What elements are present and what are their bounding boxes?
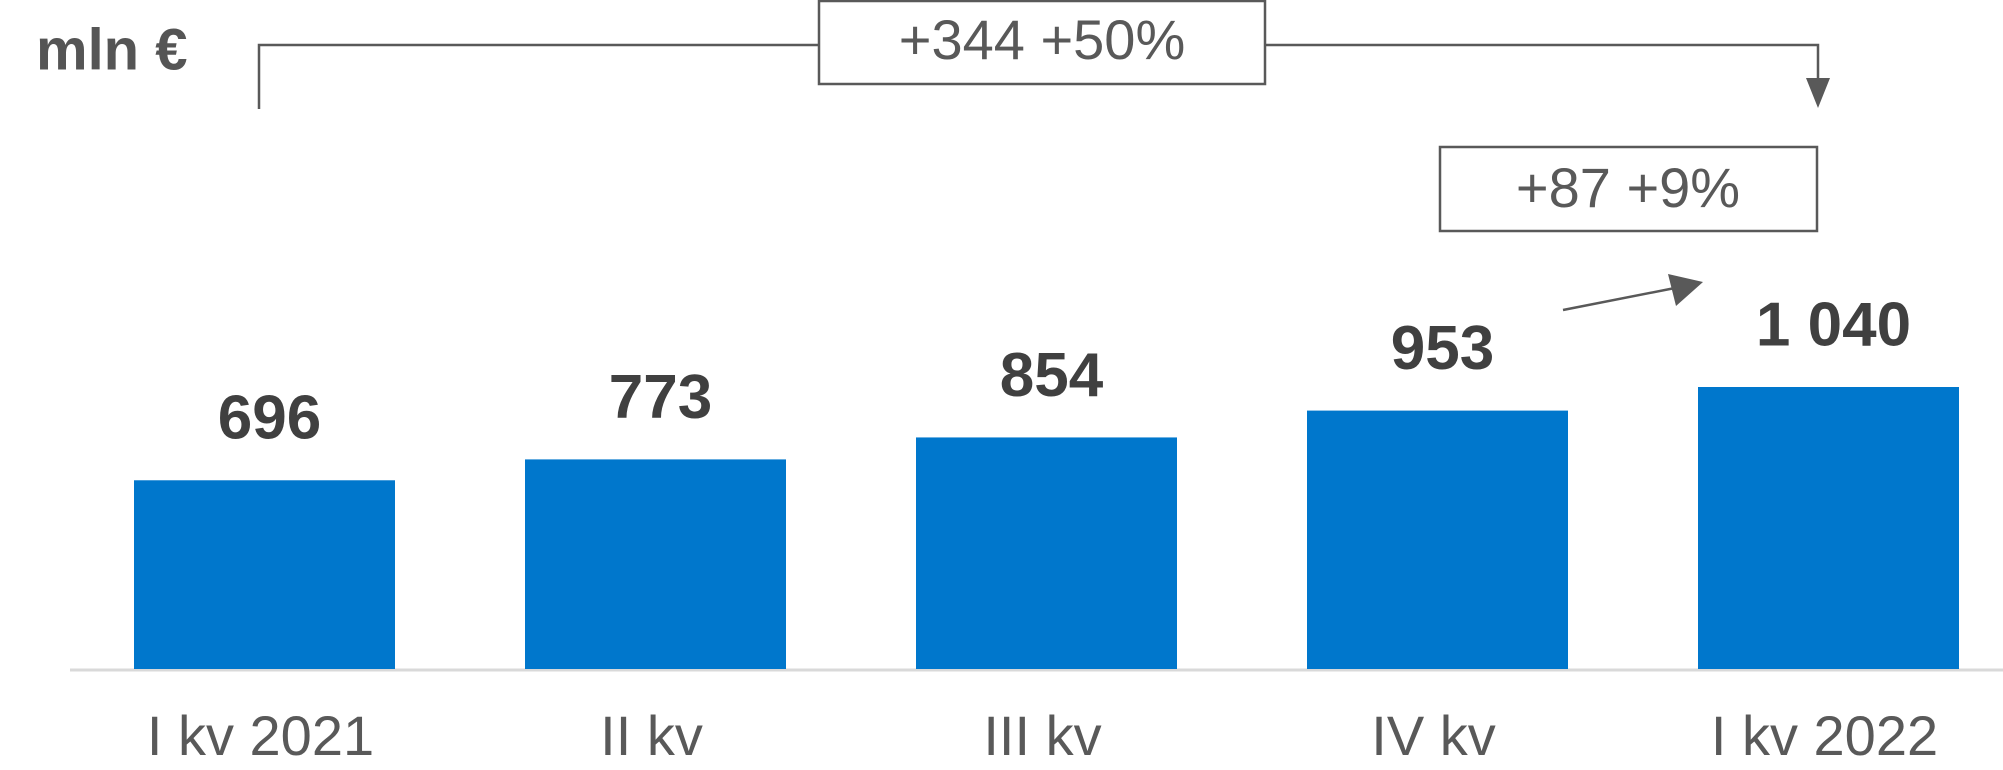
annotation: +344 +50% <box>899 8 1185 71</box>
x-tick-label: I kv 2022 <box>1711 704 1938 767</box>
bar <box>1307 410 1568 669</box>
x-tick-label: I kv 2021 <box>147 704 374 767</box>
arrow-line <box>1562 286 1676 312</box>
bracket-right <box>1265 43 1820 80</box>
arrow-head <box>1668 274 1703 306</box>
bar <box>525 459 786 669</box>
x-tick-label: IV kv <box>1371 704 1495 767</box>
value-label: 953 <box>1391 314 1494 383</box>
value-label: 854 <box>1000 341 1104 410</box>
bracket-left <box>257 43 819 109</box>
value-label: 773 <box>609 363 712 432</box>
x-tick-label: II kv <box>600 704 703 767</box>
x-tick-label: III kv <box>983 704 1101 767</box>
arrow-head <box>1806 78 1830 108</box>
annotation-box <box>1438 145 1819 233</box>
unit-label: mln € <box>36 17 188 82</box>
annotation-box <box>817 0 1267 86</box>
bar <box>1698 387 1959 669</box>
annotation: +87 +9% <box>1516 156 1740 219</box>
value-label: 696 <box>218 384 321 453</box>
bar <box>916 437 1177 669</box>
bar <box>134 480 395 669</box>
value-label: 1 040 <box>1756 290 1911 359</box>
